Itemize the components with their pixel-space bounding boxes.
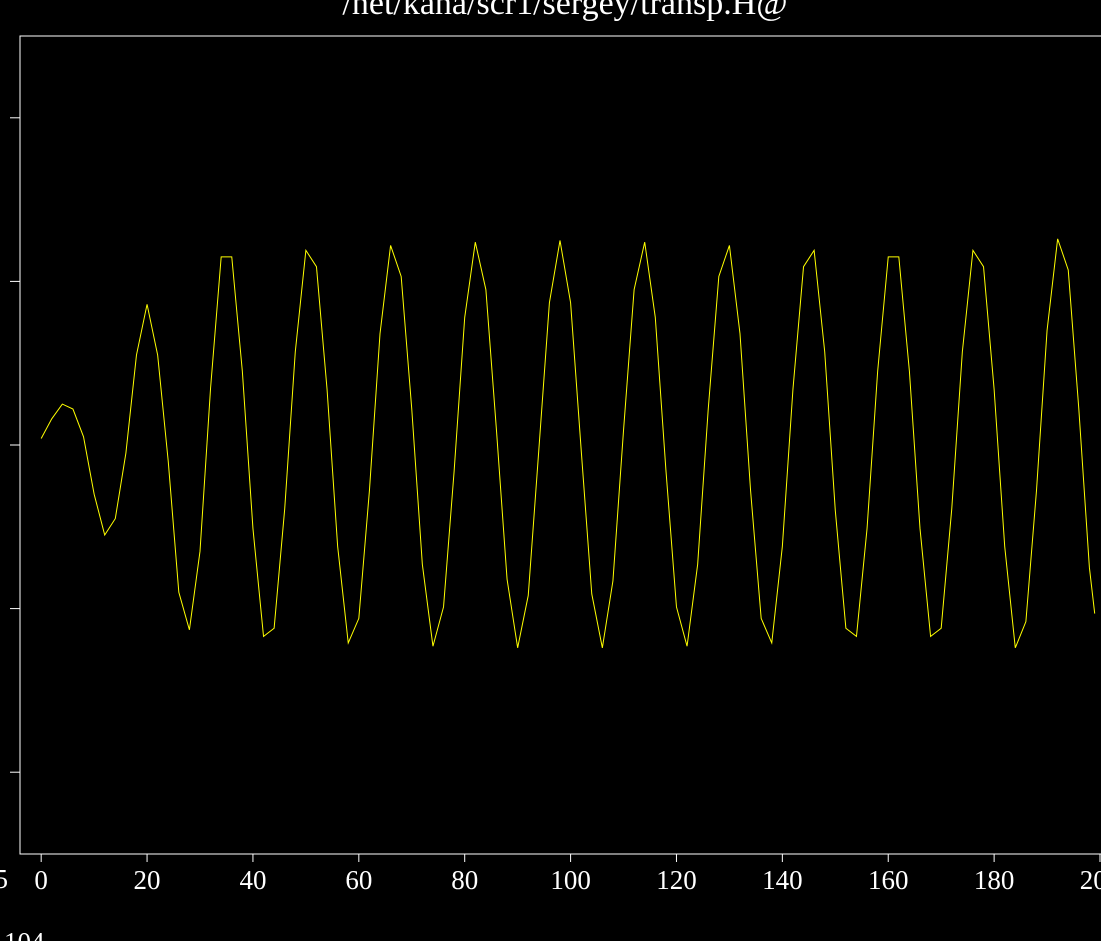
x-tick-label: 200 xyxy=(1080,865,1101,895)
axis-label-fragment: 104 xyxy=(4,927,45,941)
data-line xyxy=(40,238,1096,649)
x-tick-label: 120 xyxy=(656,865,697,895)
axis-fragment: 5 xyxy=(0,864,8,894)
x-tick-label: 160 xyxy=(868,865,909,895)
x-tick-label: 80 xyxy=(451,865,478,895)
x-tick-label: 140 xyxy=(762,865,803,895)
chart-title: /net/kana/scr1/sergey/transp.H@ xyxy=(342,0,787,22)
x-tick-label: 20 xyxy=(134,865,161,895)
x-tick-label: 100 xyxy=(550,865,591,895)
x-tick-label: 180 xyxy=(974,865,1015,895)
x-tick-label: 0 xyxy=(34,865,48,895)
x-tick-label: 40 xyxy=(239,865,266,895)
x-tick-label: 60 xyxy=(345,865,372,895)
plot-frame xyxy=(19,35,1101,855)
